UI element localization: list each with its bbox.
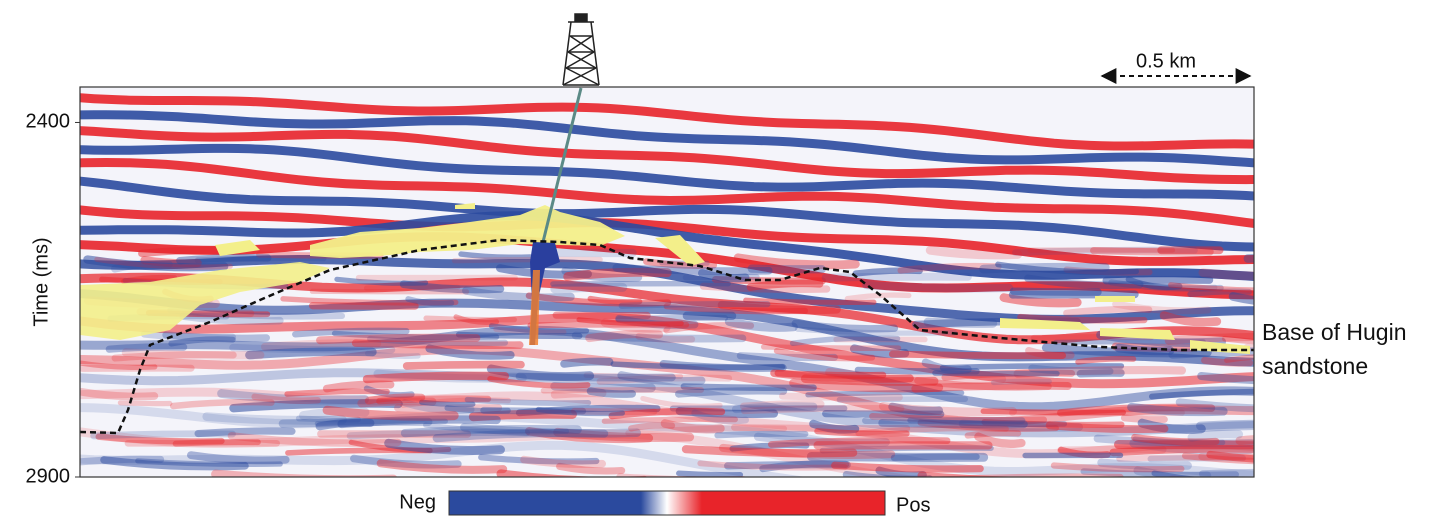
reflector-fragment <box>935 373 1057 374</box>
reflector-fragment <box>968 433 1019 435</box>
reflector-fragment <box>1185 456 1328 462</box>
reflector-fragment <box>1106 280 1209 281</box>
reflector-fragment <box>1014 291 1099 292</box>
reflector-fragment <box>166 335 267 338</box>
reflector-fragment <box>826 277 968 278</box>
reflector-fragment <box>1101 463 1187 466</box>
reflector-fragment <box>233 348 392 350</box>
reflector-fragment <box>455 259 601 260</box>
reflector-fragment <box>312 291 466 292</box>
reflector-fragment <box>1050 425 1165 429</box>
reflector-fragment <box>589 334 659 338</box>
reflector-fragment <box>1113 449 1268 453</box>
y-axis-label: Time (ms) <box>30 237 52 326</box>
reflector-fragment <box>703 286 826 289</box>
reflector-fragment <box>764 347 899 348</box>
reflector-fragment <box>327 384 391 388</box>
reflector-fragment <box>866 285 1009 288</box>
reflector-fragment <box>1203 472 1308 474</box>
y-tick-label: 2900 <box>26 465 71 487</box>
reflector-fragment <box>461 254 530 257</box>
reflector-fragment <box>1200 424 1299 426</box>
reflector-fragment <box>422 402 473 404</box>
reflector-fragment <box>686 449 853 453</box>
reflector-fragment <box>1078 359 1133 362</box>
reflector-fragment <box>994 381 1050 382</box>
reflector-fragment <box>817 431 906 434</box>
reflector-fragment <box>835 465 981 469</box>
reflector-fragment <box>679 391 784 394</box>
reflector-fragment <box>564 362 609 364</box>
reflector-fragment <box>173 402 271 406</box>
reflector-fragment <box>1203 273 1276 276</box>
reflector-fragment <box>295 331 406 334</box>
figure: 0.5 km Base of Hugin sandstone Time (ms)… <box>0 0 1430 517</box>
reflector-fragment <box>367 376 505 379</box>
scale-bar-label: 0.5 km <box>1136 50 1196 72</box>
reflector-fragment <box>616 268 769 271</box>
reflector-fragment <box>1192 434 1239 437</box>
reflector-fragment <box>736 406 814 409</box>
annotation: Base of Hugin <box>1262 319 1406 345</box>
reflector-fragment <box>1172 480 1299 484</box>
colorbar-high-label: Pos <box>896 494 930 516</box>
reflector-fragment <box>1240 437 1368 441</box>
reflector-fragment <box>180 258 268 261</box>
reflector-fragment <box>1132 407 1224 412</box>
reflector-fragment <box>928 322 993 323</box>
reflector-fragment <box>613 364 782 367</box>
reflector-fragment <box>930 250 1018 255</box>
reflector-fragment <box>984 267 1106 269</box>
reflector-fragment <box>142 250 231 253</box>
reflector-fragment <box>407 365 521 366</box>
reflector-fragment <box>591 391 633 394</box>
reflector-fragment <box>368 353 418 356</box>
reflector-fragment <box>317 421 445 424</box>
colorbar <box>449 491 885 515</box>
reflector-fragment <box>892 354 1062 356</box>
reflector-fragment <box>894 457 977 458</box>
y-tick-label: 2400 <box>26 111 71 133</box>
reflector-fragment <box>631 425 672 428</box>
reflector-fragment <box>1233 297 1309 304</box>
reflector-fragment <box>109 347 183 349</box>
reflector-fragment <box>622 304 768 306</box>
colorbar-low-label: Neg <box>399 491 436 513</box>
reflector-fragment <box>1094 251 1210 252</box>
reflector-fragment <box>447 408 508 411</box>
reflector-fragment <box>783 396 900 397</box>
reflector-fragment <box>1248 257 1303 258</box>
reflector-fragment <box>120 403 169 404</box>
reflector-fragment <box>717 434 805 436</box>
annotation: sandstone <box>1262 353 1368 379</box>
reflector-fragment <box>1067 309 1149 313</box>
reflector-fragment <box>82 392 154 397</box>
reflector-fragment <box>1247 347 1381 352</box>
reflector-fragment <box>287 391 387 394</box>
derrick-icon <box>563 14 599 85</box>
reflector-fragment <box>555 287 623 289</box>
reflector-fragment <box>679 473 741 475</box>
